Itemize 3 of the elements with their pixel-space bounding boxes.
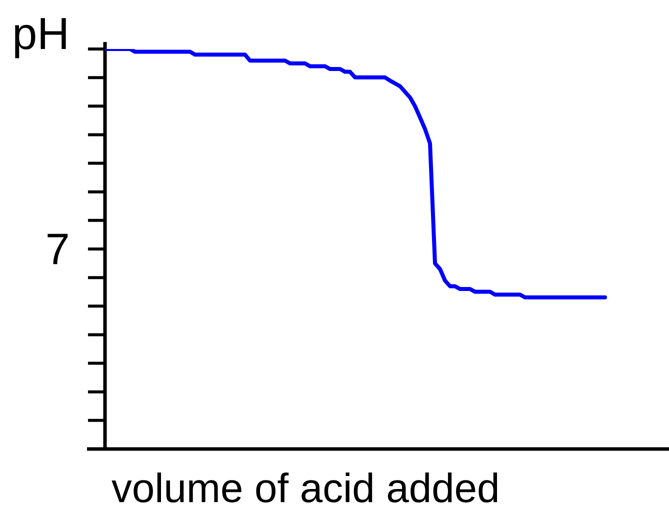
- text: 7: [48, 234, 68, 264]
- x-axis-title: volume of acid added: [112, 472, 498, 503]
- y-axis-title: pH: [15, 18, 66, 58]
